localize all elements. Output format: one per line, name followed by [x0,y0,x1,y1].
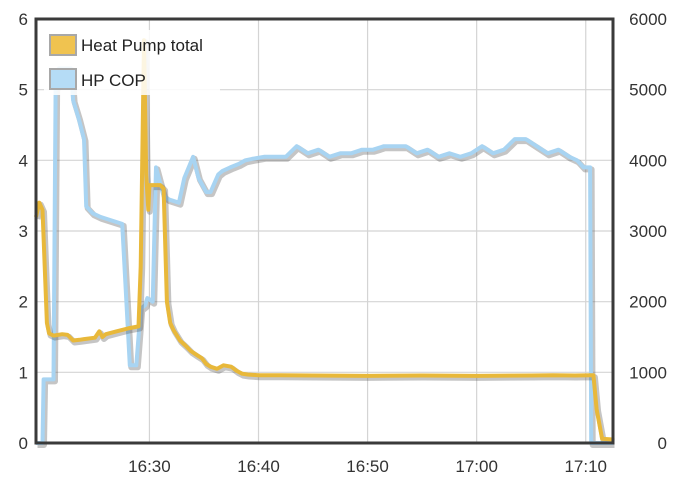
plot-frame [34,17,615,445]
right-tick-label: 1000 [629,363,667,382]
right-tick-label: 3000 [629,222,667,241]
grid-layer [36,19,613,443]
left-tick-label: 6 [19,10,28,29]
legend-item-hp-cop[interactable]: HP COP [49,68,146,90]
x-tick-label: 17:10 [564,457,607,476]
right-tick-label: 0 [658,434,667,453]
legend: Heat Pump total HP COP [44,30,220,95]
left-tick-label: 0 [19,434,28,453]
left-tick-label: 5 [19,81,28,100]
series-line-hp-cop [36,66,613,445]
left-axis: 0 1 2 3 4 5 6 [19,10,28,453]
series-line-heat-pump-total [34,38,614,442]
legend-label-heat-pump: Heat Pump total [81,36,203,55]
left-tick-label: 2 [19,293,28,312]
x-tick-label: 16:40 [237,457,280,476]
right-axis: 0 1000 2000 3000 4000 5000 6000 [629,10,667,453]
x-axis: 16:30 16:40 16:50 17:00 17:10 [128,457,607,476]
right-tick-label: 2000 [629,293,667,312]
left-tick-label: 1 [19,363,28,382]
legend-swatch-hp-cop [49,68,77,90]
x-tick-label: 16:50 [346,457,389,476]
right-tick-label: 5000 [629,81,667,100]
right-tick-label: 4000 [629,151,667,170]
series-layer [34,38,615,448]
left-tick-label: 4 [19,151,28,170]
legend-label-hp-cop: HP COP [81,71,146,90]
legend-item-heat-pump[interactable]: Heat Pump total [49,34,203,56]
legend-swatch-heat-pump [49,34,77,56]
x-tick-label: 17:00 [455,457,498,476]
x-tick-label: 16:30 [128,457,171,476]
left-tick-label: 3 [19,222,28,241]
right-tick-label: 6000 [629,10,667,29]
